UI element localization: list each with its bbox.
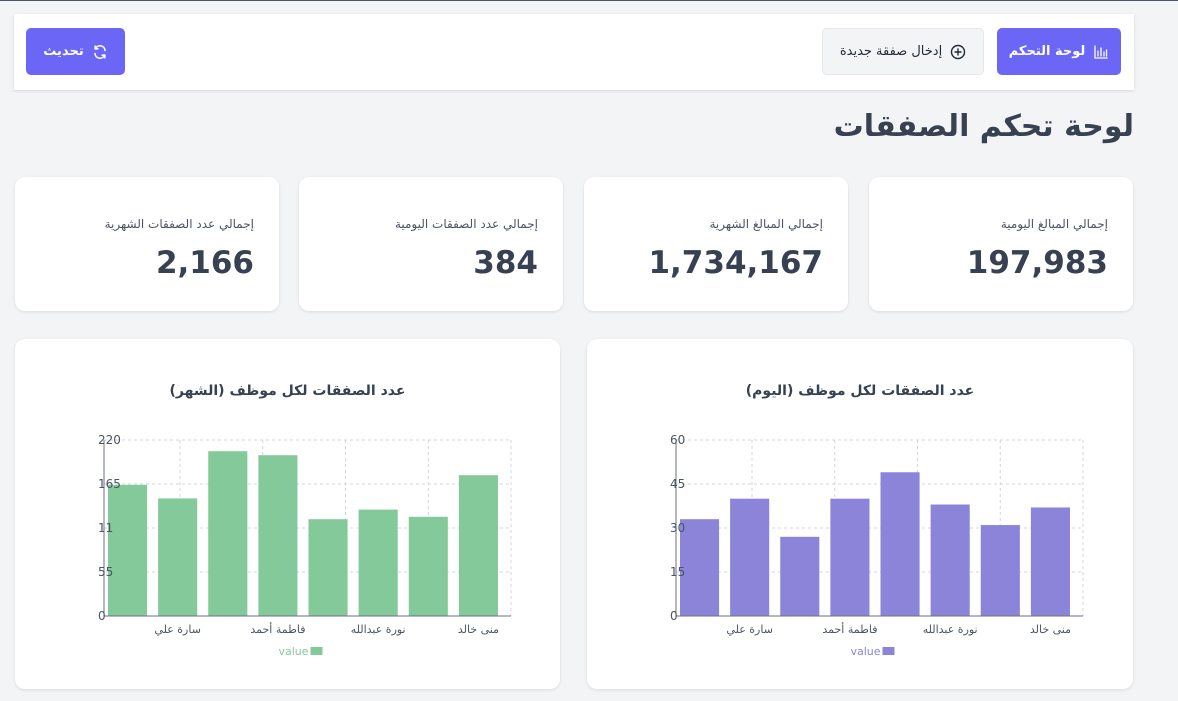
stat-card-daily-count: إجمالي عدد الصفقات اليومية 384: [299, 177, 563, 311]
stat-label: إجمالي عدد الصفقات الشهرية: [104, 217, 254, 231]
y-tick-label: 0: [98, 609, 106, 623]
chart-bar: [458, 475, 498, 616]
bar-chart-icon: [1093, 44, 1109, 60]
dashboard-button[interactable]: لوحة التحكم: [997, 28, 1121, 75]
stat-label: إجمالي المبالغ اليومية: [1000, 217, 1108, 231]
chart-bar: [930, 504, 970, 616]
bar-chart-month: 220 165 11 55 0 سارة علي فاطمة أحمد نورة عبدالل…: [98, 433, 512, 658]
stat-value: 197,983: [966, 245, 1108, 281]
legend-label: value: [850, 645, 880, 658]
new-deal-button[interactable]: إدخال صفقة جديدة: [822, 28, 984, 75]
new-deal-label: إدخال صفقة جديدة: [839, 44, 943, 59]
plus-circle-icon: [950, 44, 966, 60]
chart-bar: [308, 519, 348, 616]
chart-card-month: عدد الصفقات لكل موظف (الشهر) 220 165 11 55 0…: [15, 339, 560, 689]
y-tick-label: 15: [670, 565, 685, 579]
chart-bar: [830, 498, 870, 616]
dashboard-label: لوحة التحكم: [1008, 44, 1086, 59]
legend-swatch: [310, 647, 323, 655]
x-category-label: فاطمة أحمد: [250, 622, 305, 636]
y-tick-label: 11: [98, 521, 113, 535]
stat-card-monthly-amount: إجمالي المبالغ الشهرية 1,734,167: [584, 177, 848, 311]
refresh-button[interactable]: تحديث: [26, 28, 125, 75]
chart-bar: [730, 498, 770, 616]
x-category-label: سارة علي: [726, 623, 773, 636]
chart-bar: [680, 519, 720, 616]
stat-value: 2,166: [155, 245, 254, 281]
x-category-label: منى خالد: [458, 623, 499, 636]
y-tick-label: 30: [670, 521, 685, 535]
stat-label: إجمالي المبالغ الشهرية: [709, 217, 823, 231]
chart-bar: [980, 525, 1020, 616]
chart-title: عدد الصفقات لكل موظف (الشهر): [169, 383, 406, 399]
y-tick-label: 55: [98, 565, 113, 579]
x-category-label: نورة عبدالله: [351, 623, 406, 636]
bar-chart-day: 60 45 30 15 0 سارة علي فاطمة أحمد نورة عبدالله م…: [670, 433, 1084, 658]
chart-bar: [880, 472, 920, 616]
stat-label: إجمالي عدد الصفقات اليومية: [394, 217, 538, 231]
legend-swatch: [882, 647, 895, 655]
page-title: لوحة تحكم الصفقات: [833, 109, 1134, 144]
stat-value: 1,734,167: [648, 245, 823, 281]
refresh-label: تحديث: [43, 44, 84, 59]
chart-bar: [108, 484, 148, 616]
y-tick-label: 220: [98, 433, 121, 447]
x-category-label: فاطمة أحمد: [822, 622, 877, 636]
legend-label: value: [278, 645, 308, 658]
stat-value: 384: [473, 245, 538, 281]
chart-bar: [780, 536, 820, 616]
chart-bar: [1030, 507, 1070, 616]
refresh-icon: [92, 44, 108, 60]
top-toolbar: تحديث إدخال صفقة جديدة لوحة التحكم: [14, 14, 1134, 90]
x-category-label: نورة عبدالله: [923, 623, 978, 636]
x-category-label: منى خالد: [1030, 623, 1071, 636]
chart-bar: [158, 498, 198, 616]
stat-card-daily-amount: إجمالي المبالغ اليومية 197,983: [869, 177, 1133, 311]
chart-bar: [258, 455, 298, 616]
chart-bar: [358, 509, 398, 616]
stat-card-monthly-count: إجمالي عدد الصفقات الشهرية 2,166: [15, 177, 279, 311]
y-tick-label: 45: [670, 477, 685, 491]
y-tick-label: 60: [670, 433, 685, 447]
y-tick-label: 0: [670, 609, 678, 623]
y-tick-label: 165: [98, 477, 121, 491]
x-category-label: سارة علي: [154, 623, 201, 636]
chart-bar: [208, 451, 248, 616]
chart-card-day: عدد الصفقات لكل موظف (اليوم) 60 45 30 15 0 سا…: [587, 339, 1133, 689]
chart-title: عدد الصفقات لكل موظف (اليوم): [745, 383, 975, 399]
chart-bar: [408, 516, 448, 616]
